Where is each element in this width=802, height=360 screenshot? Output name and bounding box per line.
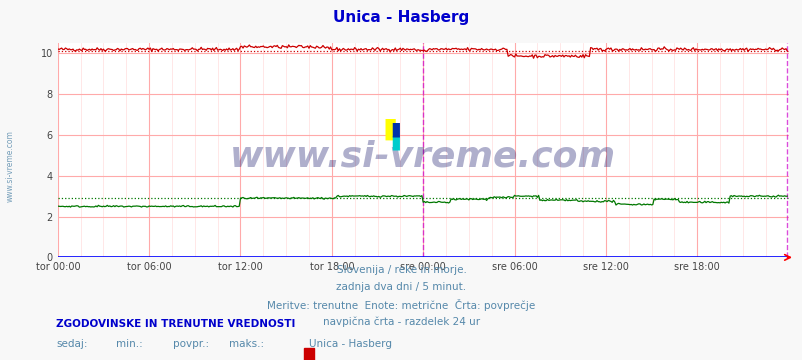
Text: Slovenija / reke in morje.: Slovenija / reke in morje.	[336, 265, 466, 275]
Text: min.:: min.:	[116, 339, 143, 350]
Text: ▮: ▮	[390, 132, 400, 151]
Text: povpr.:: povpr.:	[172, 339, 209, 350]
Text: ▮: ▮	[390, 120, 400, 138]
Text: www.si-vreme.com: www.si-vreme.com	[230, 140, 615, 174]
Text: Unica - Hasberg: Unica - Hasberg	[309, 339, 391, 350]
Text: ▮: ▮	[383, 115, 398, 143]
Text: maks.:: maks.:	[229, 339, 264, 350]
Text: www.si-vreme.com: www.si-vreme.com	[6, 130, 15, 202]
Text: Meritve: trenutne  Enote: metrične  Črta: povprečje: Meritve: trenutne Enote: metrične Črta: …	[267, 299, 535, 311]
Text: zadnja dva dni / 5 minut.: zadnja dva dni / 5 minut.	[336, 282, 466, 292]
Text: navpična črta - razdelek 24 ur: navpična črta - razdelek 24 ur	[322, 316, 480, 327]
Text: ZGODOVINSKE IN TRENUTNE VREDNOSTI: ZGODOVINSKE IN TRENUTNE VREDNOSTI	[56, 319, 295, 329]
Text: Unica - Hasberg: Unica - Hasberg	[333, 10, 469, 25]
Text: sedaj:: sedaj:	[56, 339, 87, 350]
